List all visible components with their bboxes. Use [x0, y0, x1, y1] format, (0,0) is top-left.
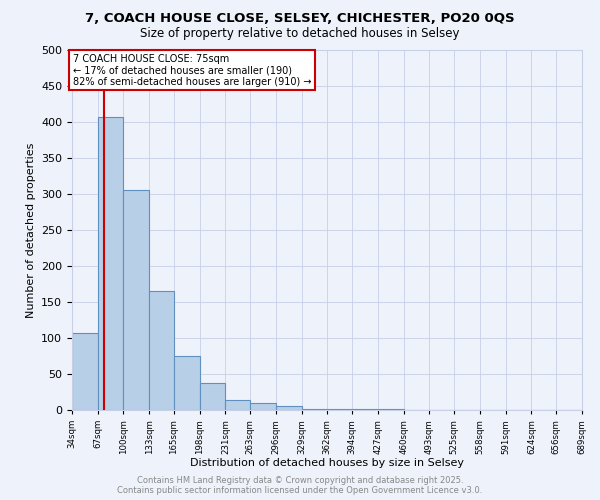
Bar: [72, 333, 98, 410]
Bar: [174, 356, 200, 410]
Text: Contains HM Land Registry data © Crown copyright and database right 2025.
Contai: Contains HM Land Registry data © Crown c…: [118, 476, 482, 495]
Bar: [276, 406, 302, 410]
Bar: [200, 384, 226, 410]
X-axis label: Distribution of detached houses by size in Selsey: Distribution of detached houses by size …: [190, 458, 464, 468]
Y-axis label: Number of detached properties: Number of detached properties: [26, 142, 35, 318]
Bar: [226, 400, 250, 410]
Bar: [302, 408, 328, 410]
Bar: [124, 190, 149, 410]
Text: 7 COACH HOUSE CLOSE: 75sqm
← 17% of detached houses are smaller (190)
82% of sem: 7 COACH HOUSE CLOSE: 75sqm ← 17% of deta…: [73, 54, 311, 87]
Bar: [98, 117, 124, 410]
Bar: [149, 291, 174, 410]
Bar: [250, 403, 276, 410]
Text: 7, COACH HOUSE CLOSE, SELSEY, CHICHESTER, PO20 0QS: 7, COACH HOUSE CLOSE, SELSEY, CHICHESTER…: [85, 12, 515, 26]
Text: Size of property relative to detached houses in Selsey: Size of property relative to detached ho…: [140, 28, 460, 40]
